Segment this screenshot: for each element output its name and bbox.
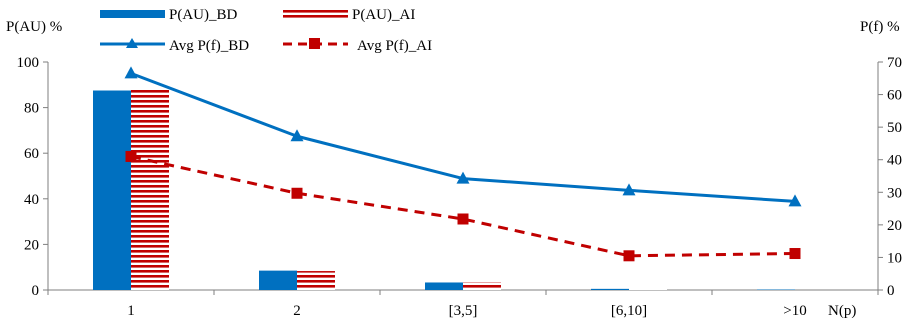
left-tick-label: 60 (24, 146, 39, 162)
right-tick-label: 50 (887, 120, 902, 136)
point-avg-p-f-ai (457, 213, 469, 225)
x-tick-label: >10 (783, 303, 806, 319)
x-axis-title: N(p) (828, 303, 856, 319)
x-tick-label: 1 (127, 303, 135, 319)
x-tick-label: [3,5] (449, 303, 478, 319)
legend-item-avg-pf-bd: Avg P(f)_BD (100, 38, 249, 54)
legend-item-p-au-bd: P(AU)_BD (100, 7, 238, 23)
left-tick-label: 80 (24, 101, 39, 117)
right-tick-label: 60 (887, 88, 902, 104)
x-tick-label: [6,10] (611, 303, 647, 319)
bar-p-au-ai (297, 271, 335, 290)
point-avg-p-f-ai (789, 248, 801, 260)
bar-p-au-ai (131, 89, 169, 290)
point-avg-p-f-ai (291, 187, 303, 199)
legend-label-avg-pf-ai: Avg P(f)_AI (357, 38, 432, 54)
line-avg-p-f-ai (130, 154, 796, 258)
legend-label-avg-pf-bd: Avg P(f)_BD (169, 38, 249, 54)
legend-label-p-au-bd: P(AU)_BD (169, 7, 238, 23)
left-tick-label: 0 (32, 283, 40, 299)
bar-p-au-bd (259, 270, 297, 290)
point-avg-p-f-bd (456, 171, 470, 184)
point-avg-p-f-bd (124, 66, 138, 79)
right-tick-label: 0 (887, 283, 895, 299)
point-avg-p-f-bd (290, 129, 304, 142)
bar-p-au-bd (93, 90, 131, 290)
bar-p-au-bd (591, 288, 629, 290)
right-tick-label: 70 (887, 55, 902, 71)
left-tick-label: 20 (24, 237, 39, 253)
legend: P(AU)_BD P(AU)_AI Avg P(f)_BD Avg P(f)_A… (100, 7, 432, 54)
left-axis-title: P(AU) % (6, 19, 62, 35)
left-tick-label: 100 (17, 55, 40, 71)
right-tick-label: 40 (887, 153, 902, 169)
right-axis-title: P(f) % (860, 19, 900, 35)
point-avg-p-f-bd (622, 183, 636, 196)
bar-p-au-ai (629, 289, 667, 290)
bars (93, 89, 795, 290)
lines (124, 66, 802, 262)
legend-marker-square-icon (309, 38, 320, 49)
axes: 0 20 40 60 80 100 0 10 20 30 40 50 60 70 1 2 [3,5] [6,10]… (17, 55, 903, 319)
right-tick-label: 30 (887, 185, 902, 201)
bar-p-au-ai (463, 282, 501, 290)
legend-marker-triangle-icon (126, 38, 138, 48)
point-avg-p-f-bd (788, 194, 802, 207)
right-tick-label: 10 (887, 250, 902, 266)
legend-item-avg-pf-ai: Avg P(f)_AI (283, 38, 432, 54)
left-tick-label: 40 (24, 192, 39, 208)
right-tick-label: 20 (887, 218, 902, 234)
legend-item-p-au-ai: P(AU)_AI (283, 7, 415, 23)
point-avg-p-f-ai (623, 250, 635, 262)
bar-p-au-bd (425, 282, 463, 290)
legend-swatch-p-au-bd (100, 10, 165, 18)
legend-label-p-au-ai: P(AU)_AI (352, 7, 415, 23)
legend-swatch-p-au-ai (283, 10, 348, 18)
point-avg-p-f-ai (125, 150, 137, 162)
x-tick-label: 2 (293, 303, 301, 319)
